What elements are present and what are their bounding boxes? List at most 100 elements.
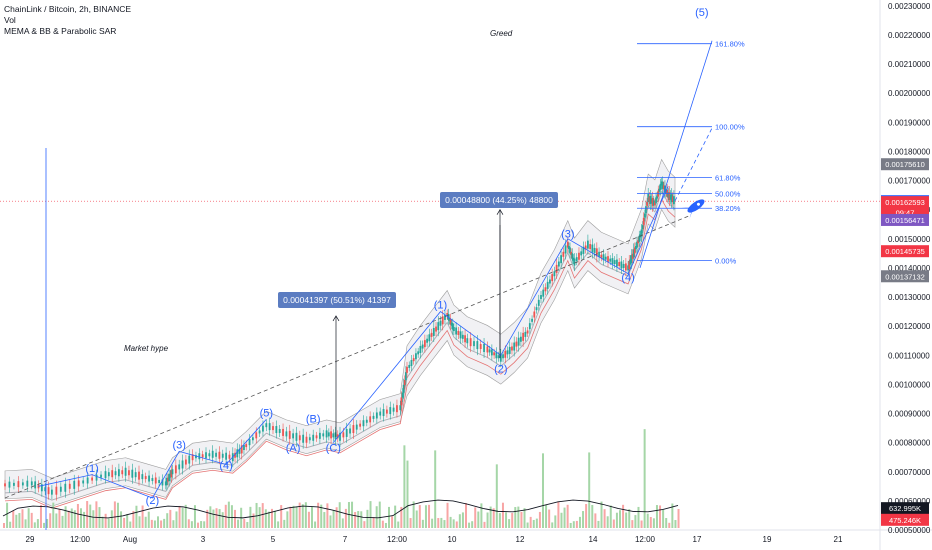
measure-box bbox=[278, 292, 396, 308]
volume-bar bbox=[39, 504, 42, 528]
candle-body bbox=[624, 263, 627, 271]
candle-body bbox=[268, 423, 271, 431]
candle-body bbox=[369, 416, 372, 423]
time-tick-label: 19 bbox=[763, 535, 772, 544]
candle-body bbox=[44, 487, 47, 492]
volume-bar bbox=[36, 519, 39, 528]
candle-body bbox=[646, 201, 648, 206]
candle-body bbox=[392, 407, 395, 412]
candle-body bbox=[400, 397, 403, 406]
candle-body bbox=[415, 353, 417, 360]
sar-trendline bbox=[4, 215, 691, 499]
volume-bar bbox=[317, 502, 320, 528]
volume-bar bbox=[169, 509, 172, 528]
volume-bar bbox=[434, 450, 437, 528]
candle-body bbox=[382, 409, 385, 417]
candle-body bbox=[408, 364, 411, 368]
volume-bar bbox=[554, 515, 557, 528]
price-badge-label: 09:47 bbox=[896, 209, 915, 218]
candle-body bbox=[564, 245, 567, 254]
volume-bar bbox=[665, 517, 668, 528]
volume-bar bbox=[144, 516, 147, 528]
price-badge bbox=[881, 270, 929, 283]
candle-body bbox=[55, 486, 58, 495]
candle-body bbox=[660, 181, 663, 186]
volume-bar bbox=[431, 518, 434, 528]
candle-body bbox=[488, 349, 491, 353]
candle-body bbox=[412, 358, 415, 362]
candle-body bbox=[647, 194, 650, 203]
candle-body bbox=[245, 444, 248, 448]
candle-body bbox=[654, 202, 656, 206]
volume-bar bbox=[153, 520, 156, 528]
volume-bar bbox=[221, 512, 224, 528]
candle-body bbox=[332, 433, 335, 438]
volume-bar bbox=[625, 512, 628, 528]
candle-body bbox=[308, 437, 311, 441]
candle-body bbox=[201, 454, 204, 458]
candle-body bbox=[121, 470, 124, 475]
volume-bar bbox=[646, 513, 649, 528]
volume-legend[interactable]: Vol bbox=[4, 15, 16, 25]
elliott-wave-label: (A) bbox=[286, 442, 301, 454]
price-badge-label: 0.00156471 bbox=[885, 216, 925, 225]
candle-body bbox=[272, 426, 274, 431]
volume-bar bbox=[634, 515, 637, 528]
price-badge-label: 0.00137132 bbox=[885, 272, 925, 281]
volume-bar bbox=[640, 520, 643, 528]
candle-body bbox=[238, 448, 241, 454]
candle-body bbox=[649, 195, 652, 204]
volume-bar bbox=[30, 512, 33, 528]
price-tick-label: 0.00220000 bbox=[888, 31, 931, 40]
volume-bar bbox=[12, 510, 15, 528]
volume-bar bbox=[501, 502, 504, 528]
candle-body bbox=[549, 279, 551, 284]
symbol-title[interactable]: ChainLink / Bitcoin, 2h, BINANCE bbox=[4, 4, 132, 14]
candle-body bbox=[170, 470, 173, 478]
candle-body bbox=[417, 351, 420, 355]
candle-body bbox=[580, 251, 583, 256]
candle-body bbox=[633, 247, 636, 254]
candle-body bbox=[652, 200, 655, 206]
volume-bar bbox=[542, 453, 544, 528]
time-tick-label: 17 bbox=[693, 535, 702, 544]
candle-body bbox=[531, 318, 533, 322]
volume-bar bbox=[452, 519, 455, 528]
candle-body bbox=[166, 477, 168, 485]
volume-bar bbox=[295, 506, 298, 528]
candle-body bbox=[448, 317, 451, 321]
volume-bar bbox=[280, 505, 283, 528]
candle-body bbox=[359, 423, 361, 427]
volume-bar bbox=[218, 509, 221, 528]
volume-bar bbox=[320, 504, 323, 528]
volume-bar bbox=[465, 503, 467, 528]
volume-bar bbox=[585, 504, 588, 528]
candle-body bbox=[537, 299, 540, 306]
volume-bar bbox=[6, 502, 9, 528]
volume-bar bbox=[631, 520, 634, 528]
volume-bar bbox=[671, 503, 674, 528]
candle-body bbox=[611, 258, 614, 265]
price-tick-label: 0.00230000 bbox=[888, 2, 931, 11]
price-badge-label: 632.995K bbox=[889, 504, 921, 513]
volume-bar bbox=[61, 515, 64, 528]
candle-body bbox=[355, 424, 358, 430]
candle-body bbox=[635, 246, 637, 250]
candle-body bbox=[402, 384, 405, 393]
candle-body bbox=[258, 430, 261, 434]
indicator-legend[interactable]: MEMA & BB & Parabolic SAR bbox=[4, 26, 117, 36]
volume-bar bbox=[397, 521, 400, 528]
price-tick-label: 0.00110000 bbox=[888, 351, 930, 360]
volume-bar bbox=[403, 445, 406, 528]
elliott-wave-label: (1) bbox=[434, 300, 447, 312]
candle-body bbox=[365, 419, 368, 423]
candle-body bbox=[515, 341, 518, 347]
chart-legend: ChainLink / Bitcoin, 2h, BINANCE Vol MEM… bbox=[4, 4, 131, 37]
candle-body bbox=[95, 474, 98, 481]
price-badge bbox=[881, 513, 929, 526]
volume-bar bbox=[203, 521, 206, 528]
volume-bar bbox=[21, 509, 24, 528]
volume-bar bbox=[369, 501, 372, 528]
candle-body bbox=[587, 240, 589, 249]
